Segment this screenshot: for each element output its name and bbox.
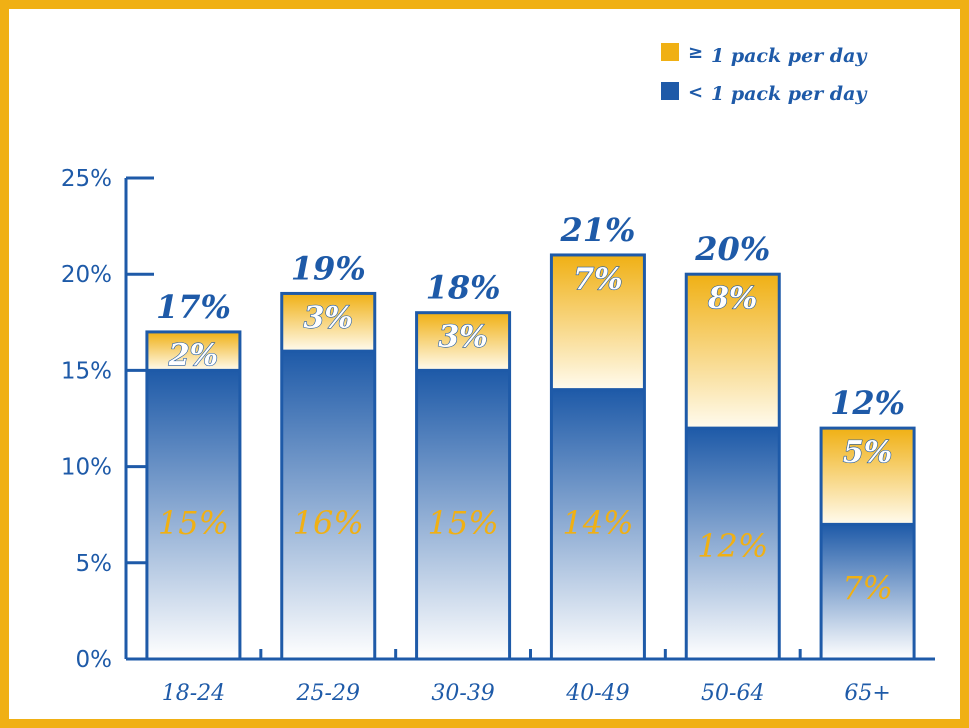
- bar-total-label: 18%: [426, 269, 501, 307]
- legend-label-light: 1 pack per day: [711, 83, 868, 105]
- legend-swatch-light: [661, 82, 679, 100]
- bar-segment-heavy: [686, 274, 780, 429]
- x-category-label: 50-64: [701, 681, 764, 706]
- legend-item-heavy: ≥ 1 pack per day: [661, 42, 868, 67]
- bar-segment-heavy-label: 3%: [304, 300, 353, 335]
- x-category-label: 65+: [844, 681, 890, 706]
- bar-segment-light-label: 15%: [428, 504, 499, 542]
- bar-outline: [819, 426, 916, 661]
- y-tick-label: 25%: [61, 166, 112, 192]
- legend: ≥ 1 pack per day < 1 pack per day: [661, 42, 868, 105]
- bar-segment-light: [821, 524, 915, 659]
- bar-segment-heavy: [416, 312, 510, 371]
- bar-total-label: 12%: [830, 384, 905, 422]
- bar-segment-heavy: [146, 331, 240, 371]
- bar-total-label: 19%: [291, 249, 366, 287]
- bar-segment-light: [416, 370, 510, 659]
- bar-segment-light: [146, 370, 240, 659]
- y-tick-label: 5%: [76, 551, 113, 577]
- bar-segment-heavy: [281, 293, 375, 352]
- bar-segment-light-label: 16%: [293, 504, 364, 542]
- x-category-label: 30-39: [431, 681, 494, 706]
- legend-symbol-light: <: [688, 82, 703, 103]
- bar-total-label: 17%: [156, 288, 231, 326]
- bar-segment-heavy-label: 8%: [707, 281, 757, 316]
- y-axis-ticks: 0% 5% 10% 15% 20% 25%: [61, 166, 154, 673]
- bar-segment-heavy: [821, 428, 915, 525]
- bar-segment-heavy-label: 7%: [573, 262, 622, 297]
- bar-outline: [415, 311, 512, 661]
- bar-segment-light: [281, 351, 375, 659]
- y-tick-label: 20%: [61, 262, 112, 288]
- bar-labels: 17% 2% 15% 19% 3% 16% 18% 3% 15% 21% 7% 14% 20% 8% 12%…: [156, 211, 905, 607]
- bar-segment-heavy-label: 5%: [843, 435, 892, 470]
- legend-symbol-heavy: ≥: [688, 42, 703, 63]
- legend-label-heavy: 1 pack per day: [711, 45, 868, 67]
- bar-total-label: 21%: [559, 211, 635, 249]
- bar-segment-light: [551, 389, 645, 659]
- bar-outline: [549, 253, 646, 661]
- bar-outline: [684, 272, 781, 661]
- y-tick-label: 15%: [61, 358, 112, 384]
- x-category-label: 25-29: [296, 681, 360, 706]
- bar-segment-light-label: 15%: [158, 504, 229, 542]
- legend-item-light: < 1 pack per day: [661, 82, 868, 105]
- y-tick-label: 10%: [61, 455, 112, 481]
- x-category-label: 40-49: [565, 681, 629, 706]
- bar-segment-light-label: 7%: [842, 569, 893, 607]
- bar-segment-light-label: 12%: [697, 527, 768, 565]
- bar-segment-heavy: [551, 254, 645, 390]
- axes: [124, 178, 935, 661]
- bar-segment-light-label: 14%: [562, 504, 633, 542]
- bars: [145, 253, 916, 661]
- x-category-label: 18-24: [162, 681, 225, 706]
- legend-swatch-heavy: [661, 43, 679, 61]
- bar-segment-light: [686, 428, 780, 659]
- bar-segment-heavy-label: 3%: [438, 320, 487, 355]
- bar-segment-heavy-label: 2%: [168, 338, 218, 373]
- bar-outline: [280, 291, 377, 661]
- x-axis-ticks: 18-24 25-29 30-39 40-49 50-64 65+: [162, 649, 891, 706]
- bar-outline: [145, 330, 242, 661]
- bar-total-label: 20%: [694, 230, 770, 268]
- y-tick-label: 0%: [76, 647, 113, 673]
